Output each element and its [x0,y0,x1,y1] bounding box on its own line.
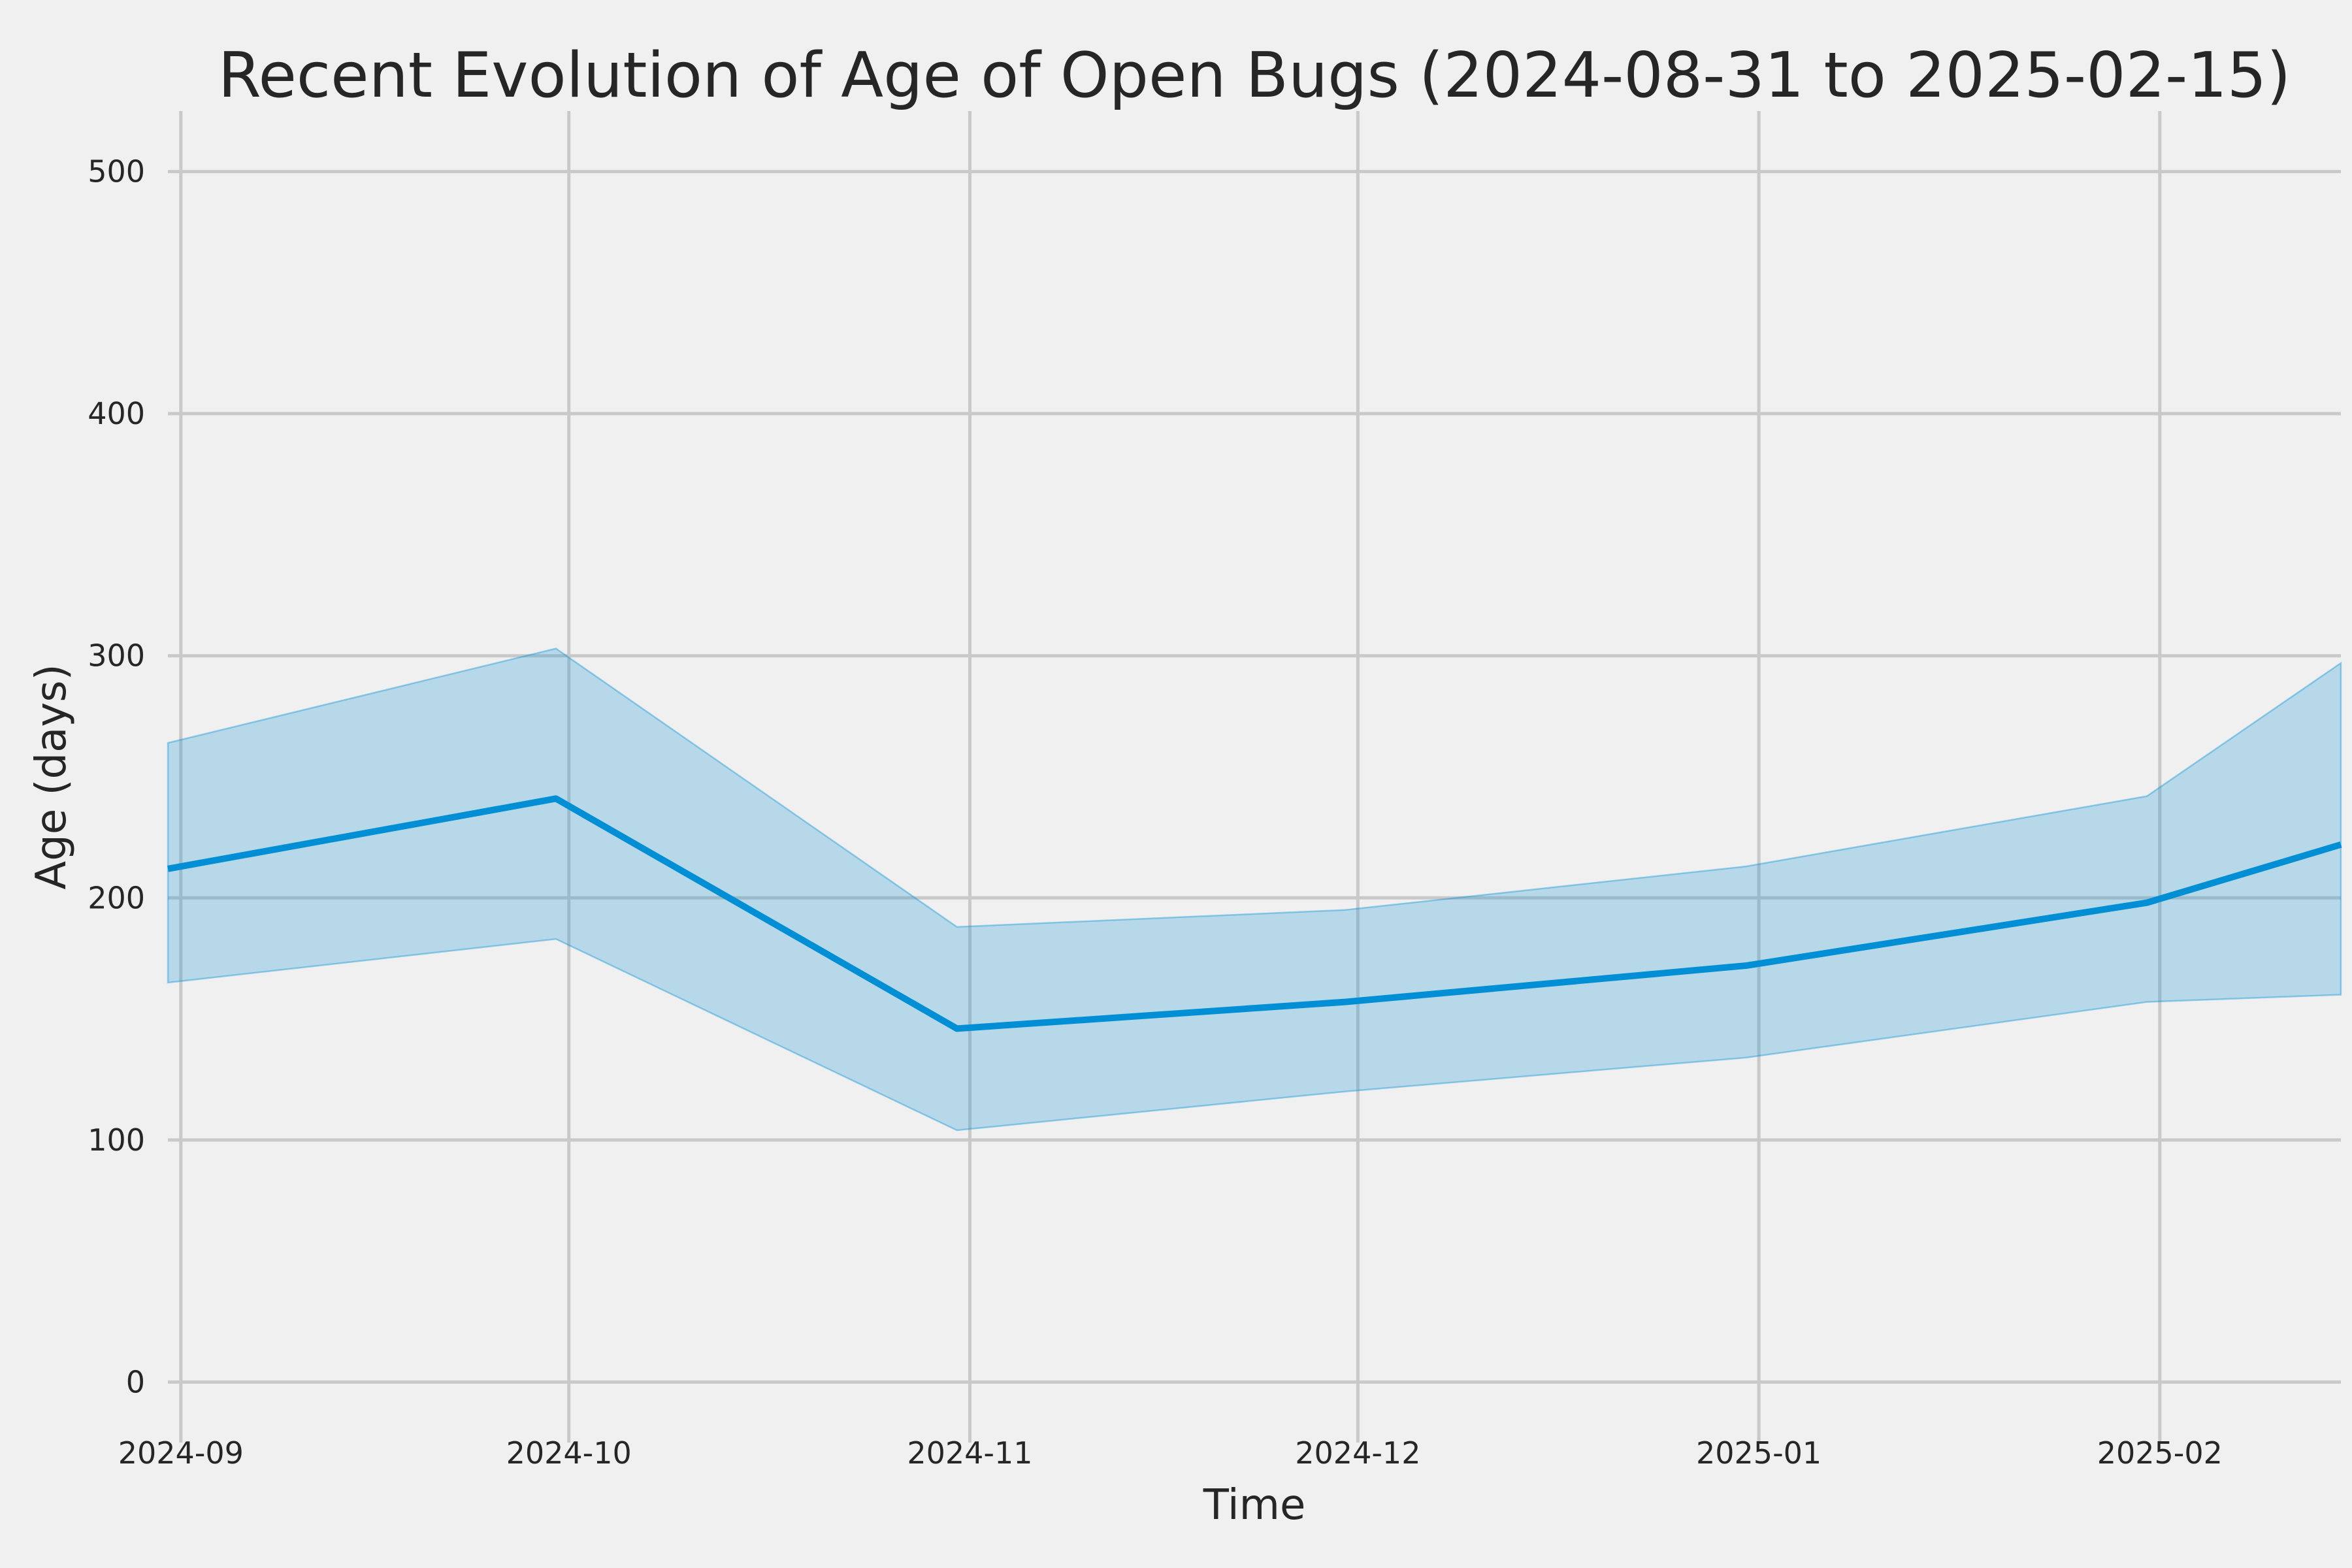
x-tick-label: 2024-12 [1295,1435,1420,1471]
y-tick-label: 200 [88,880,145,915]
y-tick-label: 0 [126,1364,145,1399]
x-tick-label: 2024-11 [907,1435,1032,1471]
x-tick-label: 2025-01 [1696,1435,1821,1471]
y-tick-label: 400 [88,396,145,431]
x-tick-label: 2024-10 [506,1435,632,1471]
x-tick-label: 2024-09 [118,1435,244,1471]
y-tick-label: 100 [88,1122,145,1158]
data-layer [167,647,2342,1132]
confidence-band [167,647,2342,1132]
y-axis-label: Age (days) [27,664,76,889]
ticks-layer: 0 100 200 300 400 500 2024-09 2024-10 2024-11 202… [88,154,2223,1471]
y-tick-label: 300 [88,638,145,674]
x-tick-label: 2025-02 [2097,1435,2223,1471]
x-axis-label: Time [1203,1481,1306,1529]
y-tick-label: 500 [88,154,145,189]
mean-line [167,795,2342,1032]
chart-title: Recent Evolution of Age of Open Bugs (20… [218,40,2291,112]
grid-layer [168,111,2341,1443]
